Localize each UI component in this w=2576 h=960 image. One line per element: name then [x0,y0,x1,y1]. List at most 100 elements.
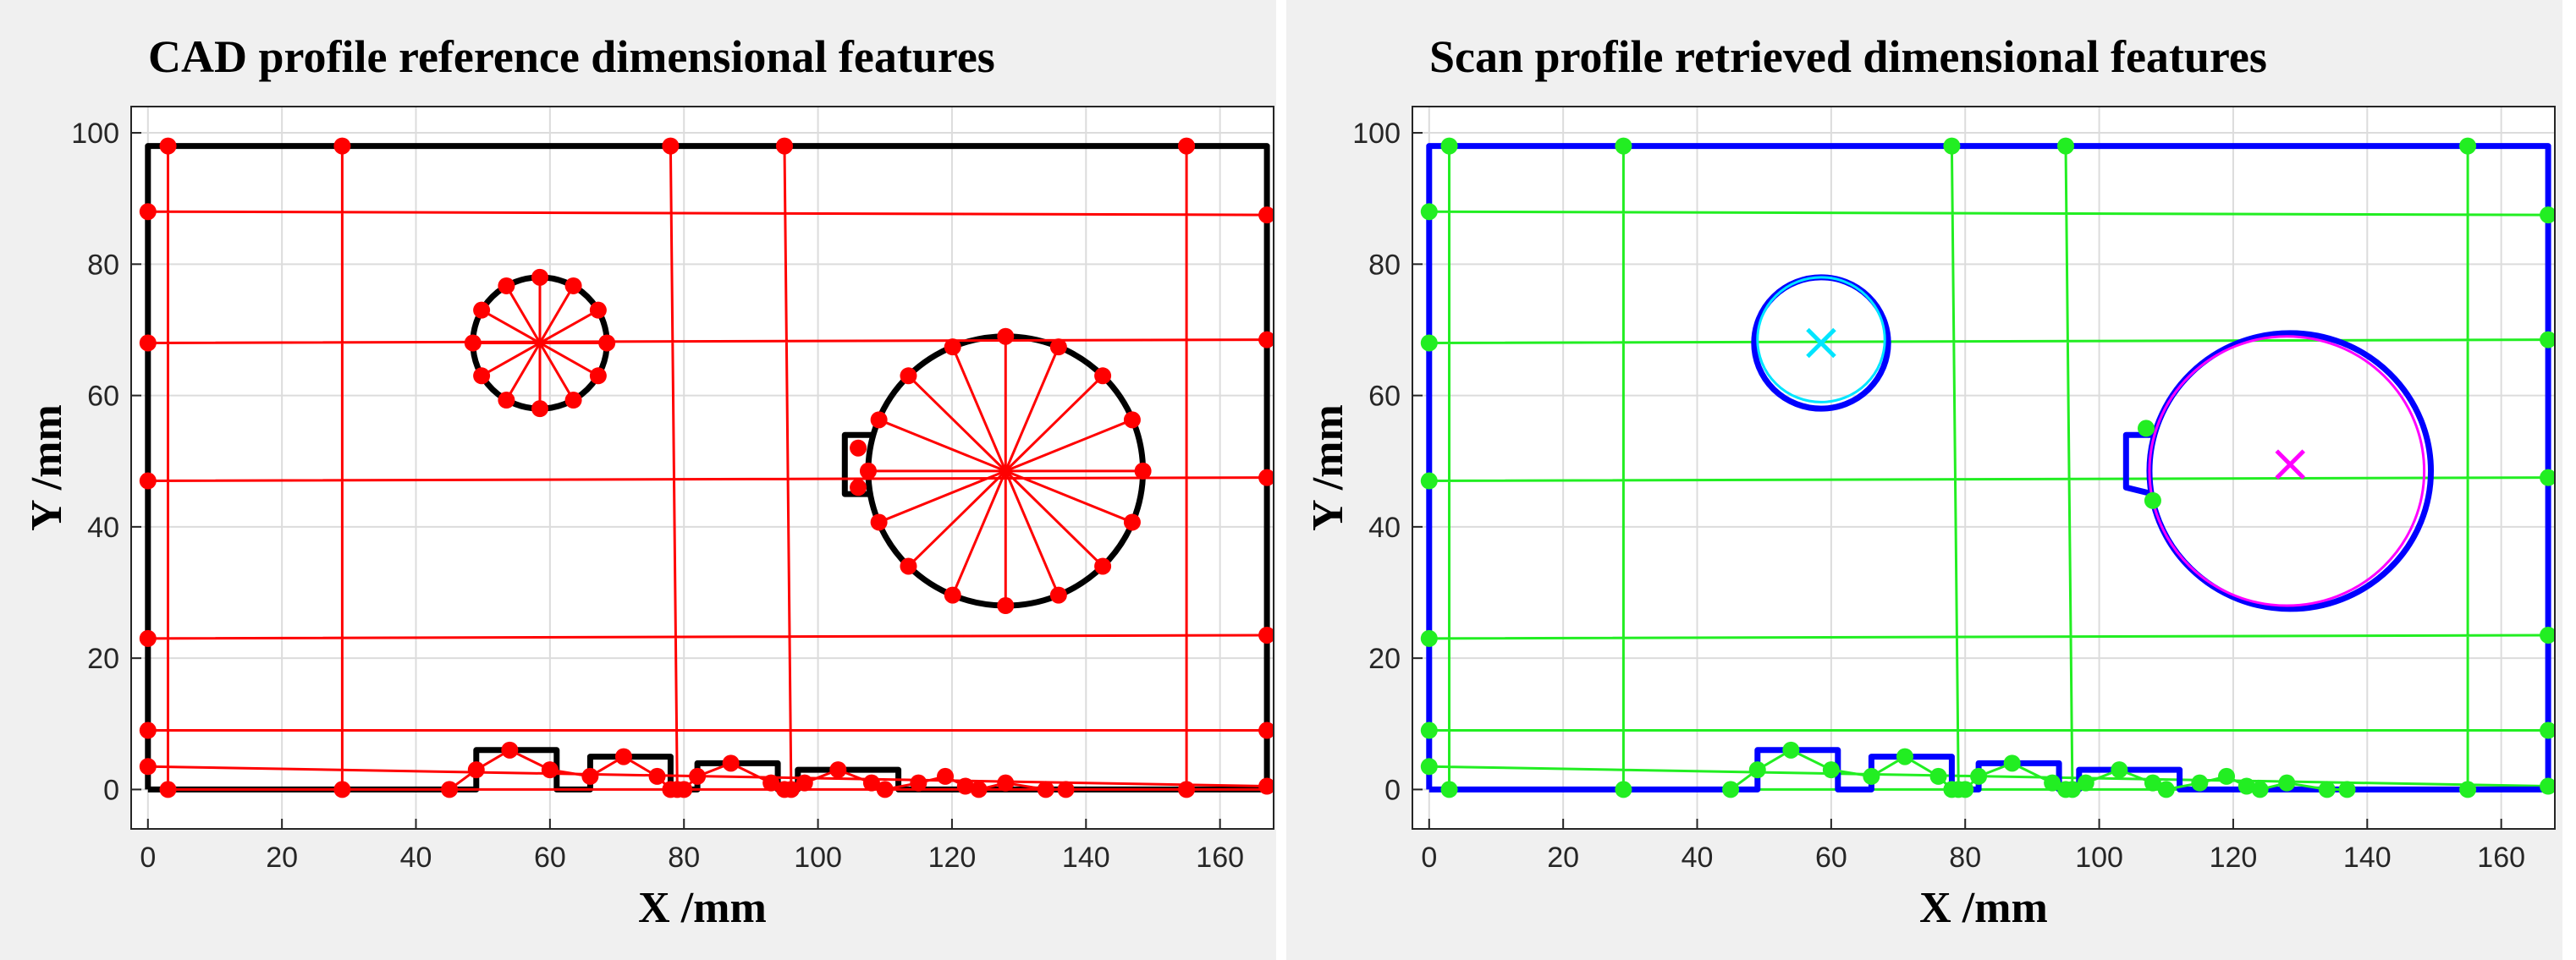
marker [139,721,157,739]
x-tick-label: 100 [794,842,842,874]
marker [944,586,961,604]
marker [2540,206,2555,224]
x-axis-label: X /mm [1919,884,2048,932]
marker [2338,781,2356,798]
marker [564,392,582,409]
plot-area [1412,107,2555,829]
marker [762,774,780,792]
y-tick-label: 60 [1368,381,1401,413]
y-tick-label: 0 [103,774,119,806]
spoke [1005,469,1104,568]
marker [1123,513,1141,531]
marker [775,137,793,155]
marker [1970,767,1988,785]
marker [2144,774,2161,792]
spoke [878,469,1006,524]
marker [2044,774,2061,792]
marker [1863,767,1880,785]
spoke [505,342,542,401]
x-tick-label: 0 [140,842,156,874]
y-axis-label: Y /mm [23,404,71,531]
marker [937,767,955,785]
marker [1094,557,1112,575]
profile-line [1426,143,2551,793]
y-tick-label: 20 [1368,643,1401,675]
marker [850,439,867,457]
marker [1943,137,1961,155]
marker [1929,767,1947,785]
marker [2003,754,2021,772]
marker [876,781,894,798]
marker [1134,462,1152,480]
marker [473,367,491,385]
marker [997,774,1015,792]
marker [2318,781,2336,798]
y-tick-label: 80 [1368,249,1401,281]
marker [1258,626,1274,644]
x-tick-label: 40 [400,842,432,874]
marker [1748,761,1766,779]
x-axis-label: X /mm [638,884,767,932]
marker [139,629,157,647]
y-axis-label: Y /mm [1304,404,1352,531]
marker [2063,781,2081,798]
profile-line [2122,431,2154,497]
marker [2077,774,2094,792]
marker [1420,203,1438,221]
marker [139,758,157,776]
marker [2191,774,2209,792]
marker [870,513,888,531]
spoke [539,309,599,344]
marker [2237,777,2255,795]
marker [2056,137,2074,155]
marker [498,392,515,409]
marker [1258,469,1274,486]
marker [970,781,988,798]
marker [1722,781,1740,798]
marker [997,597,1015,615]
marker [997,327,1015,345]
chart-title: CAD profile reference dimensional featur… [148,31,995,82]
x-tick-label: 60 [1815,842,1847,874]
marker [689,767,707,785]
center-cross [2275,449,2306,480]
marker [669,781,686,798]
circle-profile [1756,276,1886,403]
marker [1258,777,1274,795]
panel: 0 20 40 60 80 100 120 140 160 0 20 40 60 80 100 Scan pr… [1286,0,2562,960]
spoke [505,285,542,344]
marker [2540,331,2555,348]
plot-content [1420,137,2555,798]
spoke [1005,418,1133,473]
axes-box [1412,106,2556,830]
marker [498,277,515,294]
marker [473,301,491,319]
x-tick-label: 100 [2075,842,2123,874]
marker [870,411,888,429]
marker [159,137,177,155]
marker [1896,748,1913,765]
x-tick-label: 0 [1421,842,1437,874]
profile-line [147,145,1268,791]
spoke [481,309,541,344]
marker [467,761,485,779]
marker [589,367,607,385]
marker [598,334,616,352]
marker [1037,781,1054,798]
marker [1420,721,1438,739]
plot-area [131,107,1274,829]
marker [648,767,666,785]
marker [139,203,157,221]
marker [1615,781,1632,798]
panel: 0 20 40 60 80 100 120 140 160 0 20 40 60 80 100 CAD pro… [0,0,1276,960]
marker [2459,781,2477,798]
circle-profile [2148,335,2426,607]
marker [441,781,459,798]
x-tick-label: 120 [928,842,977,874]
spoke [907,469,1007,568]
marker [159,781,177,798]
marker [333,137,351,155]
y-tick-label: 100 [1352,118,1401,150]
marker [1420,758,1438,776]
marker [1258,206,1274,224]
